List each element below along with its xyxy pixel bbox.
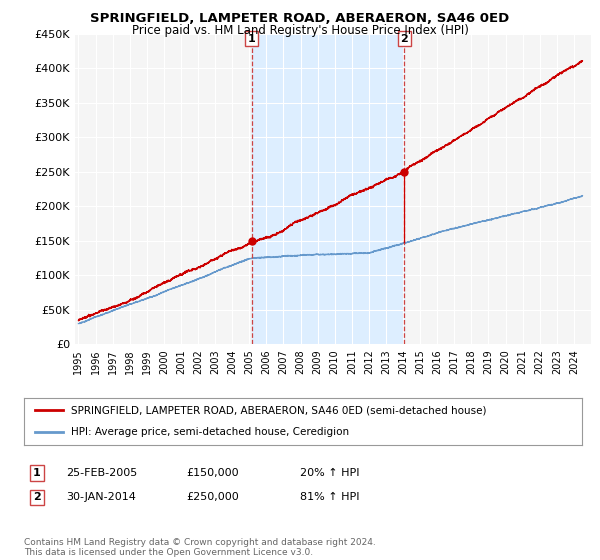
- Text: 30-JAN-2014: 30-JAN-2014: [66, 492, 136, 502]
- Text: 2: 2: [401, 34, 408, 44]
- Text: 25-FEB-2005: 25-FEB-2005: [66, 468, 137, 478]
- Text: 1: 1: [248, 34, 256, 44]
- Text: £150,000: £150,000: [186, 468, 239, 478]
- Bar: [252, 34, 404, 344]
- Text: 1: 1: [33, 468, 41, 478]
- Text: 2: 2: [33, 492, 41, 502]
- Text: SPRINGFIELD, LAMPETER ROAD, ABERAERON, SA46 0ED: SPRINGFIELD, LAMPETER ROAD, ABERAERON, S…: [91, 12, 509, 25]
- Text: Price paid vs. HM Land Registry's House Price Index (HPI): Price paid vs. HM Land Registry's House …: [131, 24, 469, 37]
- Text: Contains HM Land Registry data © Crown copyright and database right 2024.
This d: Contains HM Land Registry data © Crown c…: [24, 538, 376, 557]
- Text: 81% ↑ HPI: 81% ↑ HPI: [300, 492, 359, 502]
- Text: £250,000: £250,000: [186, 492, 239, 502]
- Text: 20% ↑ HPI: 20% ↑ HPI: [300, 468, 359, 478]
- Text: SPRINGFIELD, LAMPETER ROAD, ABERAERON, SA46 0ED (semi-detached house): SPRINGFIELD, LAMPETER ROAD, ABERAERON, S…: [71, 405, 487, 416]
- Text: HPI: Average price, semi-detached house, Ceredigion: HPI: Average price, semi-detached house,…: [71, 427, 350, 437]
